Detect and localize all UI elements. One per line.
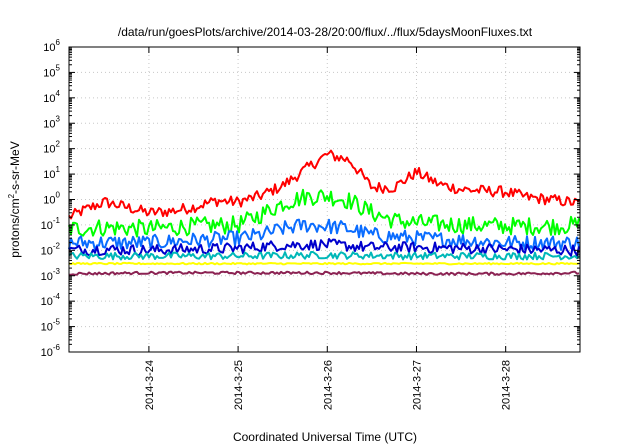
y-tick-label: 105 bbox=[43, 63, 60, 79]
y-tick-base: 10 bbox=[43, 93, 55, 105]
y-tick-label: 101 bbox=[43, 165, 60, 181]
y-tick-base: 10 bbox=[41, 220, 53, 232]
y-tick-base: 10 bbox=[43, 67, 55, 79]
y-tick-label: 10-5 bbox=[41, 318, 61, 334]
y-tick-label: 100 bbox=[43, 191, 60, 207]
y-tick-label: 10-3 bbox=[41, 267, 61, 283]
y-axis-label-tail: -s-sr-MeV bbox=[8, 141, 22, 194]
y-tick-exponent: 5 bbox=[56, 63, 61, 72]
x-axis-label: Coordinated Universal Time (UTC) bbox=[233, 430, 417, 444]
series-line-3 bbox=[68, 218, 580, 252]
series-line-6 bbox=[68, 261, 580, 266]
y-tick-label: 10-4 bbox=[41, 292, 61, 308]
y-tick-label: 10-6 bbox=[41, 343, 61, 359]
x-tick-label: 2014-3-28 bbox=[501, 360, 513, 410]
y-tick-base: 10 bbox=[41, 322, 53, 334]
series-line-5 bbox=[68, 251, 580, 261]
y-tick-exponent: 2 bbox=[56, 140, 61, 149]
series-line-2 bbox=[68, 188, 580, 238]
y-tick-exponent: -6 bbox=[53, 343, 61, 352]
y-tick-label: 10-2 bbox=[41, 241, 61, 257]
y-tick-label: 106 bbox=[43, 38, 60, 54]
y-tick-exponent: -4 bbox=[53, 292, 61, 301]
x-tick-label: 2014-3-26 bbox=[322, 360, 334, 410]
y-tick-exponent: 3 bbox=[56, 114, 61, 123]
y-tick-base: 10 bbox=[41, 296, 53, 308]
series-line-4 bbox=[68, 238, 580, 257]
y-tick-label: 10-1 bbox=[41, 216, 61, 232]
y-axis-label: protons/cm2-s-sr-MeV bbox=[7, 141, 22, 257]
y-tick-label: 103 bbox=[43, 114, 60, 130]
y-tick-label: 104 bbox=[43, 89, 60, 105]
y-tick-base: 10 bbox=[43, 118, 55, 130]
y-tick-exponent: 1 bbox=[56, 165, 61, 174]
x-tick-label: 2014-3-25 bbox=[233, 360, 245, 410]
y-tick-base: 10 bbox=[43, 144, 55, 156]
chart-title: /data/run/goesPlots/archive/2014-03-28/2… bbox=[118, 25, 533, 39]
y-tick-exponent: -2 bbox=[53, 241, 61, 250]
x-tick-label: 2014-3-27 bbox=[411, 360, 423, 410]
y-tick-base: 10 bbox=[41, 271, 53, 283]
y-tick-exponent: -5 bbox=[53, 318, 61, 327]
y-tick-label: 102 bbox=[43, 140, 60, 156]
y-tick-exponent: 4 bbox=[56, 89, 61, 98]
y-axis-label-main: protons/cm bbox=[8, 198, 22, 257]
y-tick-base: 10 bbox=[43, 169, 55, 181]
y-axis-label-superscript: 2 bbox=[7, 193, 16, 198]
y-tick-base: 10 bbox=[41, 347, 53, 359]
series-line-1 bbox=[68, 149, 580, 220]
y-tick-exponent: 0 bbox=[56, 191, 61, 200]
y-tick-exponent: -1 bbox=[53, 216, 61, 225]
x-tick-label: 2014-3-24 bbox=[144, 360, 156, 410]
series-line-7 bbox=[69, 270, 580, 276]
y-tick-exponent: -3 bbox=[53, 267, 61, 276]
y-tick-base: 10 bbox=[43, 195, 55, 207]
x-tick-labels: 2014-3-24 2014-3-25 2014-3-26 2014-3-27 2014… bbox=[144, 47, 513, 410]
y-tick-exponent: 6 bbox=[56, 38, 61, 47]
y-tick-labels: 10-610-510-410-310-210-11001011021031041… bbox=[41, 38, 580, 359]
y-tick-base: 10 bbox=[41, 245, 53, 257]
y-tick-base: 10 bbox=[43, 42, 55, 54]
series-lines bbox=[68, 149, 580, 276]
